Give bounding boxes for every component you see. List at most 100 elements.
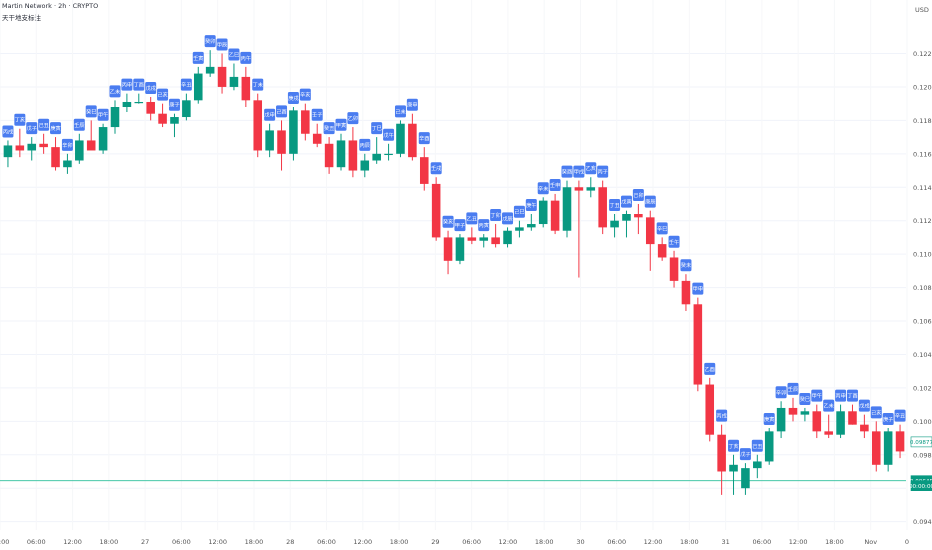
candle-body	[217, 66, 227, 87]
candle-body	[277, 130, 286, 154]
stem-branch-tag-text: 丙辰	[360, 142, 370, 149]
stem-branch-tag	[276, 105, 288, 118]
candle-body	[86, 140, 96, 151]
candle-body	[741, 468, 750, 489]
stem-branch-tag	[335, 118, 347, 131]
stem-branch-tag-text: 乙未	[110, 87, 120, 95]
y-tick-label: 0.09400	[913, 518, 932, 526]
candle-body	[384, 153, 393, 156]
stem-branch-tag-text: 壬午	[669, 238, 679, 246]
stem-branch-tag	[157, 88, 169, 101]
price-axis: USD 0.12200 0.12000 0.11800 0.11600 0.11400 0.…	[909, 6, 932, 526]
candle-body	[764, 431, 774, 462]
stem-branch-tag	[716, 409, 728, 422]
candle-body	[51, 147, 60, 168]
stem-branch-tag	[751, 439, 763, 452]
stem-branch-tag-text: 壬戌	[431, 164, 441, 172]
stem-branch-tag	[656, 222, 668, 235]
stem-branch-tag	[2, 125, 14, 138]
price-label-text: 0.09877	[910, 440, 932, 446]
candle-body	[860, 424, 869, 432]
candle-body	[419, 157, 429, 184]
candle-body	[27, 143, 37, 151]
stem-branch-tag-text: 戊午	[383, 131, 393, 139]
y-tick-label: 0.11800	[913, 117, 932, 125]
y-tick-label: 0.09800	[913, 451, 932, 459]
stem-branch-tag-text: 乙亥	[586, 164, 596, 172]
stem-branch-tag	[228, 48, 240, 61]
stem-branch-tag	[454, 219, 466, 232]
stem-branch-tag	[347, 112, 359, 125]
candle-body	[634, 214, 643, 218]
candle-body	[134, 101, 144, 104]
candle-body	[562, 187, 572, 231]
candle-body	[717, 434, 726, 472]
stem-branch-tag	[180, 78, 192, 91]
stem-branch-tag	[406, 98, 418, 111]
candle-body	[265, 130, 274, 151]
y-tick-label: 0.11000	[913, 251, 932, 259]
stem-branch-tag	[573, 165, 585, 178]
y-tick-label: 0.10200	[913, 384, 932, 392]
stem-branch-tag	[50, 122, 62, 135]
x-tick-label: 06:00	[462, 538, 481, 546]
stem-branch-tag	[26, 122, 38, 135]
y-tick-label: 0.11600	[913, 150, 932, 158]
candle-body	[98, 127, 108, 151]
y-tick-label: 0.10600	[913, 318, 932, 326]
y-tick-label: 0.10800	[913, 284, 932, 292]
x-tick-label: 30	[576, 538, 584, 546]
candle-body	[800, 411, 810, 415]
candle-body	[503, 230, 512, 245]
stem-branch-tag-text: 戊子	[27, 124, 37, 132]
stem-branch-tag-text: 丙子	[597, 169, 607, 176]
candle-body	[479, 237, 489, 241]
candle-body	[550, 200, 560, 231]
stem-branch-tag-text: 戊戌	[859, 402, 869, 410]
stem-branch-tag-text: 庚寅	[764, 415, 774, 423]
stem-branch-tag	[145, 81, 157, 94]
candle-body	[336, 140, 346, 168]
candle-body	[3, 145, 13, 158]
stem-branch-tag	[133, 78, 145, 91]
stem-branch-tag	[204, 35, 216, 48]
stem-branch-tag-text: 己丑	[752, 443, 762, 450]
stem-branch-tag-text: 庚子	[169, 101, 179, 109]
stem-branch-tag	[14, 113, 26, 126]
stem-branch-tag-text: 癸未	[681, 261, 691, 269]
candle-body	[693, 304, 703, 385]
stem-branch-tag-text: 己卯	[633, 191, 643, 199]
stem-branch-tag	[561, 165, 573, 178]
candle-body	[729, 464, 738, 472]
stem-branch-tag-text: 己巳	[514, 209, 524, 216]
candle-body	[289, 110, 298, 154]
x-tick-label: 06:00	[172, 538, 191, 546]
currency-label: USD	[915, 6, 929, 14]
stem-branch-tag	[585, 162, 597, 175]
grid-lines	[0, 53, 906, 523]
stem-branch-tag-text: 乙巳	[229, 52, 239, 59]
candle-body	[705, 384, 715, 435]
stem-branch-tag	[264, 108, 276, 121]
x-tick-label: 06:00	[27, 538, 46, 546]
stem-branch-tag	[323, 122, 335, 135]
candle-body	[645, 217, 655, 245]
stem-branch-tag-text: 戊申	[264, 111, 274, 119]
candle-body	[812, 411, 822, 432]
stem-branch-tag	[109, 85, 121, 98]
stem-branch-tag	[394, 105, 406, 118]
stem-branch-tag-text: 戊戌	[145, 84, 155, 92]
candle-body	[883, 431, 893, 465]
candle-body	[360, 160, 370, 171]
candle-body	[75, 140, 84, 161]
stem-branch-tag	[823, 399, 835, 412]
stem-branch-tag	[466, 212, 478, 225]
x-tick-label: 12:00	[789, 538, 808, 546]
candle-body	[895, 431, 905, 452]
stem-branch-tag-text: 己酉	[276, 108, 286, 115]
candle-body	[110, 107, 120, 128]
candle-body	[455, 237, 465, 261]
stem-branch-tag	[775, 386, 787, 399]
chart-title: Martin Network · 2h · CRYPTO	[2, 2, 99, 10]
